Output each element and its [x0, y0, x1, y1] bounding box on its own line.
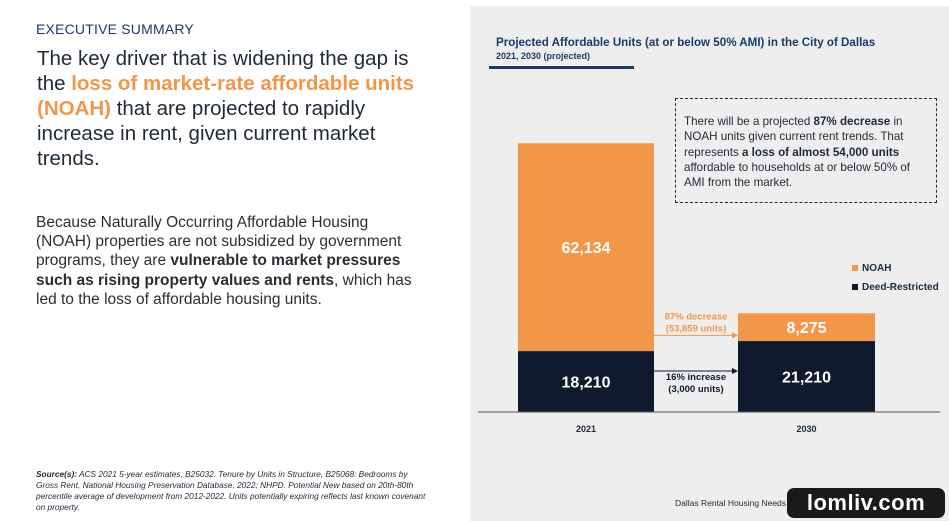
data-label-deed-2030: 21,210 — [782, 370, 831, 387]
source-label: Source(s): — [36, 469, 78, 479]
data-label-noah-2030: 8,275 — [786, 320, 826, 337]
deed-change-label-1: (3,000 units) — [668, 384, 723, 395]
data-label-noah-2021: 62,134 — [562, 240, 611, 257]
legend-item-noah: NOAH — [852, 263, 891, 274]
chart-title: Projected Affordable Units (at or below … — [496, 36, 876, 49]
legend-swatch-noah — [852, 265, 858, 272]
bar-deed-2030 — [738, 341, 875, 412]
body-paragraph: Because Naturally Occurring Affordable H… — [36, 213, 416, 309]
bar-noah-2021 — [518, 143, 654, 352]
callout-bold-1: 87% decrease — [813, 115, 891, 128]
callout-c: in NOAH units given current rent trends.… — [684, 115, 904, 159]
source-text: ACS 2021 5-year estimates, B25032. Tenur… — [36, 469, 426, 512]
callout-box: There will be a projected 87% decrease i… — [675, 98, 937, 203]
headline-highlight: loss of market-rate affordable units (NO… — [37, 72, 415, 120]
x-tick-label-2021: 2021 — [576, 424, 596, 434]
legend-item-deed: Deed-Restricted — [852, 282, 939, 293]
headline-part-b: that are projected to rapidly increase i… — [37, 97, 376, 170]
footer-text: Dallas Rental Housing Needs Asse — [675, 498, 807, 508]
noah-change-arrowhead — [732, 332, 738, 339]
deed-change-arrowhead — [732, 368, 738, 375]
callout-a: There will be a projected — [684, 115, 814, 128]
body-bold: vulnerable to market pressures such as r… — [36, 252, 401, 289]
headline: The key driver that is widening the gap … — [37, 46, 437, 171]
data-label-deed-2021: 18,210 — [562, 375, 611, 392]
headline-part-a: The key driver that is widening the gap … — [37, 47, 409, 95]
body-part-a: Because Naturally Occurring Affordable H… — [36, 214, 402, 270]
bar-deed-2021 — [518, 351, 654, 412]
section-eyebrow: EXECUTIVE SUMMARY — [36, 21, 194, 37]
deed-change-label-0: 16% increase — [666, 372, 726, 383]
bar-noah-2030 — [738, 313, 875, 342]
watermark: lomliv.com — [787, 488, 945, 518]
legend-label-noah: NOAH — [862, 263, 892, 274]
callout-d: affordable to households at or below 50%… — [684, 160, 911, 190]
noah-change-label-1: (53,859 units) — [666, 323, 727, 334]
noah-change-label-0: 87% decrease — [665, 311, 728, 322]
callout-bold-2: a loss of almost 54,000 units — [742, 145, 900, 159]
callout-text: There will be a projected 87% decrease i… — [684, 114, 932, 190]
legend-swatch-deed — [852, 284, 858, 291]
legend-label-deed: Deed-Restricted — [862, 282, 939, 293]
stacked-bar-chart: 18,210 62,134 2021 21,210 8,275 2030 87% decre… — [478, 143, 940, 434]
title-rule — [489, 66, 634, 69]
chart-subtitle: 2021, 2030 (projected) — [496, 51, 591, 61]
body-part-b: , which has led to the loss of affordabl… — [36, 271, 412, 308]
executive-summary-panel: EXECUTIVE SUMMARY The key driver that is… — [0, 0, 470, 521]
source-note: Source(s): ACS 2021 5-year estimates, B2… — [36, 469, 426, 513]
x-tick-label-2030: 2030 — [796, 424, 816, 434]
